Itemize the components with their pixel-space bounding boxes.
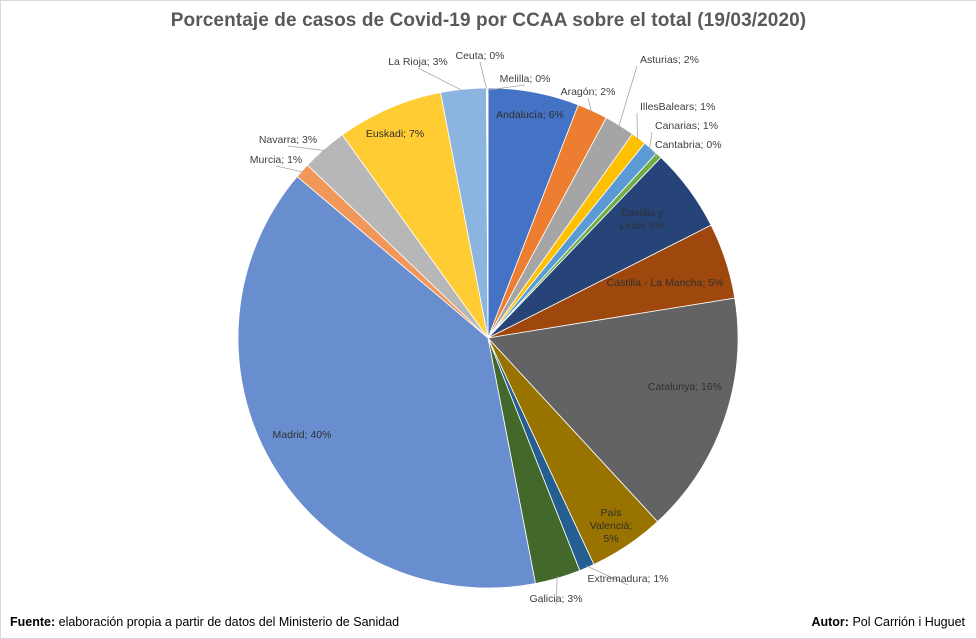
data-label: Extremadura; 1% bbox=[587, 573, 668, 585]
data-label: Euskadi; 7% bbox=[366, 128, 424, 140]
leader-line bbox=[275, 165, 304, 173]
leader-line bbox=[649, 131, 653, 150]
data-label: Castilla y León; 5% bbox=[620, 207, 664, 232]
source-label: Fuente: bbox=[10, 615, 56, 629]
author-text: Pol Carrión i Huguet bbox=[848, 615, 965, 629]
data-label: Madrid; 40% bbox=[273, 429, 332, 441]
leader-line bbox=[487, 84, 526, 91]
data-label: Ceuta; 0% bbox=[455, 50, 504, 62]
source-note: Fuente: elaboración propia a partir de d… bbox=[10, 615, 399, 629]
data-label: IllesBalears; 1% bbox=[640, 101, 715, 113]
source-text: elaboración propia a partir de datos del… bbox=[55, 615, 400, 629]
pie-slice-euskadi bbox=[341, 92, 489, 339]
leader-line bbox=[585, 565, 629, 586]
data-label: Asturias; 2% bbox=[640, 54, 699, 66]
data-label: La Rioja; 3% bbox=[388, 56, 448, 68]
data-label: Murcia; 1% bbox=[250, 154, 303, 166]
leader-line bbox=[287, 145, 326, 152]
pie-slice-madrid bbox=[237, 175, 536, 589]
pie-slice-melilla bbox=[486, 87, 489, 339]
data-label: Navarra; 3% bbox=[259, 134, 317, 146]
author-label: Autor: bbox=[811, 615, 849, 629]
leader-line bbox=[636, 112, 638, 141]
data-label: Castilla - La Mancha; 5% bbox=[607, 277, 724, 289]
data-label: País Valencià; 5% bbox=[590, 507, 632, 545]
data-label: Galicia; 3% bbox=[529, 593, 582, 605]
leader-line bbox=[587, 97, 593, 113]
leader-line bbox=[555, 576, 558, 606]
chart-title: Porcentaje de casos de Covid-19 por CCAA… bbox=[170, 10, 807, 31]
author-note: Autor: Pol Carrión i Huguet bbox=[811, 615, 965, 629]
data-label: Aragón; 2% bbox=[561, 86, 616, 98]
leader-line bbox=[618, 65, 638, 128]
data-label: Cantabria; 0% bbox=[655, 139, 722, 151]
leader-line bbox=[417, 67, 464, 92]
data-label: Andalucía; 6% bbox=[496, 109, 564, 121]
pie-slice-catalunya bbox=[487, 297, 739, 523]
leader-line bbox=[479, 61, 488, 91]
leader-line bbox=[651, 150, 658, 158]
data-label: Melilla; 0% bbox=[500, 73, 551, 85]
data-label: Catalunya; 16% bbox=[648, 381, 722, 393]
data-label: Canarias; 1% bbox=[655, 120, 718, 132]
